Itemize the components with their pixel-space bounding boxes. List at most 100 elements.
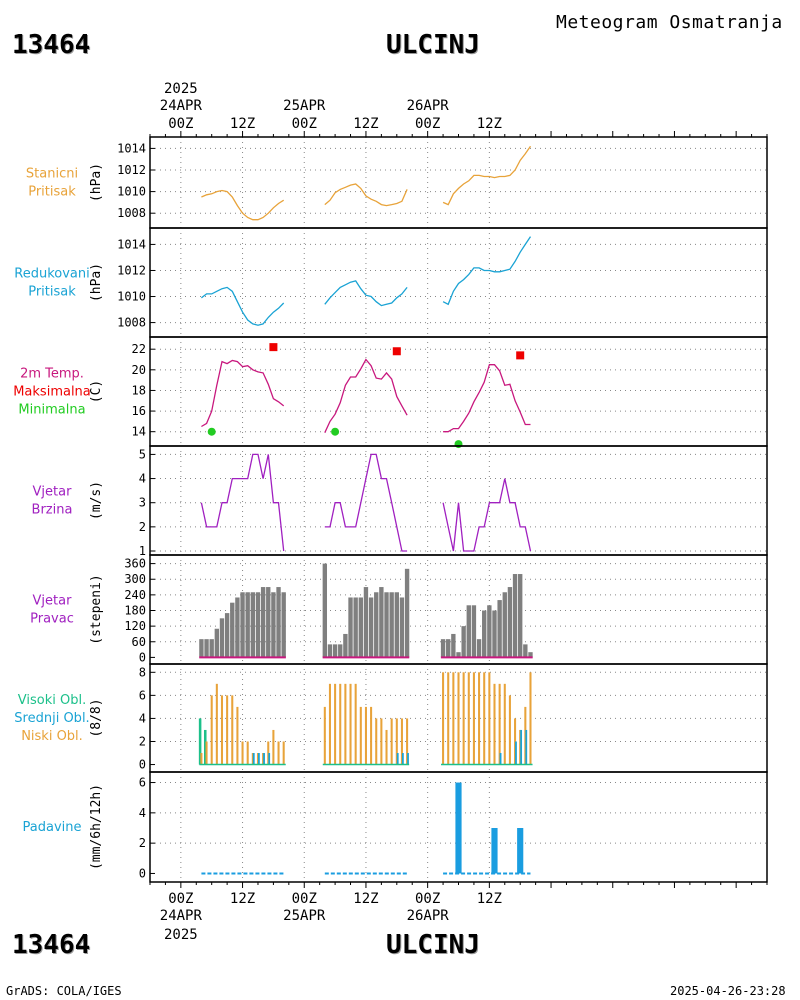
wind-direction-bar bbox=[523, 644, 528, 658]
meteogram-subtitle: Meteogram Osmatranja bbox=[556, 12, 783, 33]
wind-direction-bar bbox=[327, 644, 333, 658]
y-tick-label: 0 bbox=[139, 866, 146, 880]
y-tick-label: 1010 bbox=[117, 185, 146, 199]
low-cloud-bar bbox=[375, 718, 378, 765]
series-line bbox=[201, 286, 285, 326]
low-cloud-bar bbox=[380, 718, 383, 765]
wind-direction-bar bbox=[466, 605, 471, 658]
series-line bbox=[201, 359, 285, 428]
wind-direction-bar bbox=[384, 592, 389, 658]
low-cloud-bar bbox=[215, 683, 218, 765]
wind-direction-bar bbox=[235, 597, 240, 658]
y-tick-label: 8 bbox=[139, 665, 146, 679]
wind-direction-bar bbox=[446, 639, 451, 658]
low-cloud-bar bbox=[359, 706, 362, 765]
mid-cloud-bar bbox=[520, 729, 523, 765]
mid-cloud-bar bbox=[401, 753, 404, 765]
y-tick-label: 22 bbox=[132, 342, 146, 356]
wind-direction-bar bbox=[281, 592, 286, 658]
low-cloud-bar bbox=[339, 683, 342, 765]
y-tick-label: 180 bbox=[124, 604, 146, 618]
wind-direction-bar bbox=[363, 587, 369, 658]
low-cloud-bar bbox=[354, 683, 357, 765]
mid-cloud-bar bbox=[268, 753, 271, 765]
low-cloud-bar bbox=[236, 706, 239, 765]
low-cloud-bar bbox=[524, 706, 527, 765]
series-line bbox=[324, 280, 408, 307]
wind-direction-bar bbox=[512, 574, 518, 658]
low-cloud-bar bbox=[467, 672, 470, 765]
year-label-bottom: 2025 bbox=[164, 927, 198, 943]
y-tick-label: 4 bbox=[139, 711, 146, 725]
wind-direction-bar bbox=[497, 600, 502, 658]
y-tick-label: 300 bbox=[124, 572, 146, 586]
low-cloud-bar bbox=[457, 672, 460, 765]
low-cloud-bar bbox=[231, 695, 234, 765]
wind-direction-bar bbox=[482, 610, 487, 658]
y-tick-label: 1014 bbox=[117, 237, 146, 251]
wind-direction-bar bbox=[343, 633, 348, 658]
wind-direction-bar bbox=[358, 597, 363, 658]
low-cloud-bar bbox=[241, 741, 244, 765]
low-cloud-bar bbox=[277, 741, 280, 765]
low-cloud-bar bbox=[251, 753, 254, 765]
low-cloud-bar bbox=[406, 718, 409, 765]
y-tick-label: 1 bbox=[139, 544, 146, 558]
low-cloud-bar bbox=[262, 753, 265, 765]
wind-direction-bar bbox=[250, 592, 256, 658]
time-label-bottom: 00Z bbox=[415, 891, 440, 907]
wind-direction-bar bbox=[219, 618, 225, 658]
mid-cloud-bar bbox=[396, 753, 399, 765]
wind-direction-bar bbox=[440, 639, 446, 658]
wind-direction-bar bbox=[456, 652, 461, 658]
y-tick-label: 6 bbox=[139, 688, 146, 702]
wind-direction-bar bbox=[394, 592, 399, 658]
low-cloud-bar bbox=[514, 718, 517, 765]
wind-direction-bar bbox=[374, 592, 379, 658]
precipitation-bar bbox=[517, 828, 524, 874]
wind-direction-bar bbox=[214, 628, 220, 658]
unit-label: (mm/6h/12h) bbox=[89, 784, 104, 870]
low-cloud-bar bbox=[442, 672, 445, 765]
wind-direction-bar bbox=[451, 633, 456, 658]
date-label-bottom: 25APR bbox=[283, 908, 326, 924]
wind-direction-bar bbox=[348, 597, 353, 658]
time-label-bottom: 00Z bbox=[292, 891, 317, 907]
low-cloud-bar bbox=[344, 683, 347, 765]
y-tick-label: 3 bbox=[139, 496, 146, 510]
max-temp-marker bbox=[269, 343, 278, 352]
date-label-top: 26APR bbox=[407, 98, 450, 114]
panel-label: Vjetar bbox=[33, 485, 73, 500]
time-label-top: 00Z bbox=[168, 116, 193, 132]
mid-cloud-bar bbox=[499, 753, 502, 765]
unit-label: (stepeni) bbox=[89, 574, 104, 644]
wind-direction-bar bbox=[404, 568, 410, 658]
date-label-bottom: 26APR bbox=[407, 908, 450, 924]
panel-label: Pritisak bbox=[28, 185, 76, 200]
series-line bbox=[201, 189, 285, 221]
wind-direction-bar bbox=[368, 597, 374, 658]
low-cloud-bar bbox=[447, 672, 450, 765]
low-cloud-bar bbox=[220, 695, 224, 765]
wind-direction-bar bbox=[224, 613, 230, 658]
low-cloud-bar bbox=[493, 683, 496, 765]
series-line bbox=[442, 478, 532, 552]
y-tick-label: 120 bbox=[124, 619, 146, 633]
wind-direction-bar bbox=[338, 644, 343, 658]
wind-direction-bar bbox=[399, 597, 405, 658]
time-label-top: 12Z bbox=[353, 116, 378, 132]
wind-direction-bar bbox=[209, 639, 214, 658]
wind-direction-bar bbox=[528, 652, 533, 658]
precipitation-bar bbox=[455, 782, 462, 874]
y-tick-label: 4 bbox=[139, 472, 146, 486]
mid-cloud-bar bbox=[407, 753, 409, 765]
unit-label: (m/s) bbox=[89, 481, 104, 520]
panel-label: Vjetar bbox=[33, 594, 73, 609]
wind-direction-bar bbox=[492, 610, 497, 658]
station-id-bottom: 13464 bbox=[12, 930, 91, 960]
y-tick-label: 4 bbox=[139, 806, 146, 820]
max-temp-marker bbox=[392, 347, 401, 356]
panel-label: Pritisak bbox=[28, 285, 76, 300]
low-cloud-bar bbox=[452, 672, 455, 765]
y-tick-label: 1012 bbox=[117, 163, 146, 177]
